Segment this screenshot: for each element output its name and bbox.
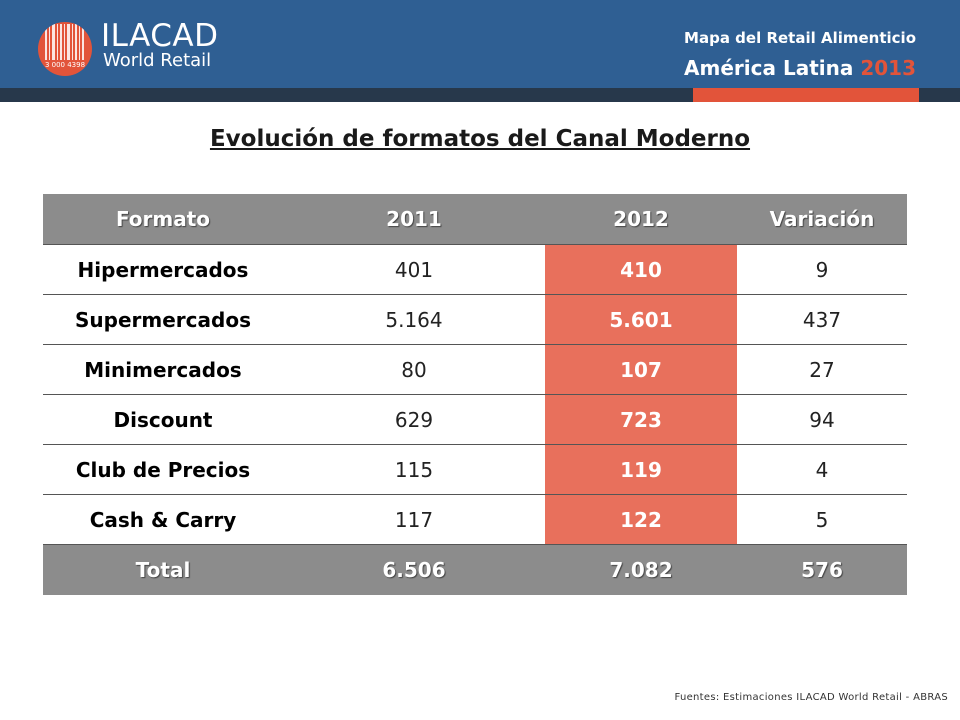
format-cell: Cash & Carry	[43, 494, 283, 545]
page-title: Evolución de formatos del Canal Moderno	[209, 126, 751, 152]
logo-subtitle: World Retail	[103, 50, 212, 71]
format-cell: Supermercados	[43, 294, 283, 345]
table-row: Cash & Carry 117 122 5	[43, 494, 907, 545]
report-kicker: Mapa del Retail Alimenticio	[684, 29, 916, 47]
total-variation: 576	[737, 544, 907, 595]
logo-barcode-text: 3 000 4398	[45, 61, 85, 69]
variation-cell: 437	[737, 294, 907, 345]
report-region-title: América Latina 2013	[684, 55, 916, 81]
table-header-row: Formato 2011 2012 Variación	[43, 194, 907, 245]
value-2012-cell: 410	[545, 244, 737, 295]
column-header: 2011	[283, 194, 545, 245]
table-total-row: Total 6.506 7.082 576	[43, 544, 907, 595]
value-2012-cell: 122	[545, 494, 737, 545]
report-heading: Mapa del Retail Alimenticio América Lati…	[684, 28, 916, 81]
table-row: Hipermercados 401 410 9	[43, 244, 907, 295]
report-region: América Latina	[684, 56, 854, 80]
format-cell: Hipermercados	[43, 244, 283, 295]
format-cell: Discount	[43, 394, 283, 445]
table-row: Discount 629 723 94	[43, 394, 907, 445]
column-header: Formato	[43, 194, 283, 245]
variation-cell: 5	[737, 494, 907, 545]
report-year: 2013	[860, 56, 916, 80]
formats-table: Formato 2011 2012 Variación Hipermercado…	[43, 194, 907, 595]
total-label: Total	[43, 544, 283, 595]
value-2011-cell: 117	[283, 494, 545, 545]
total-2012: 7.082	[545, 544, 737, 595]
table-row: Club de Precios 115 119 4	[43, 444, 907, 495]
table-row: Supermercados 5.164 5.601 437	[43, 294, 907, 345]
variation-cell: 94	[737, 394, 907, 445]
header-bar	[0, 0, 960, 88]
table-row: Minimercados 80 107 27	[43, 344, 907, 395]
value-2011-cell: 5.164	[283, 294, 545, 345]
value-2012-cell: 107	[545, 344, 737, 395]
header-accent-strip	[693, 88, 919, 102]
column-header: Variación	[737, 194, 907, 245]
format-cell: Minimercados	[43, 344, 283, 395]
ilacad-logo-emblem-icon: 3 000 4398	[38, 22, 92, 76]
source-note: Fuentes: Estimaciones ILACAD World Retai…	[674, 692, 948, 703]
value-2011-cell: 80	[283, 344, 545, 395]
value-2012-cell: 5.601	[545, 294, 737, 345]
value-2011-cell: 401	[283, 244, 545, 295]
value-2012-cell: 723	[545, 394, 737, 445]
format-cell: Club de Precios	[43, 444, 283, 495]
logo-name: ILACAD	[101, 18, 219, 54]
variation-cell: 4	[737, 444, 907, 495]
variation-cell: 27	[737, 344, 907, 395]
variation-cell: 9	[737, 244, 907, 295]
column-header: 2012	[545, 194, 737, 245]
total-2011: 6.506	[283, 544, 545, 595]
value-2011-cell: 629	[283, 394, 545, 445]
value-2011-cell: 115	[283, 444, 545, 495]
value-2012-cell: 119	[545, 444, 737, 495]
